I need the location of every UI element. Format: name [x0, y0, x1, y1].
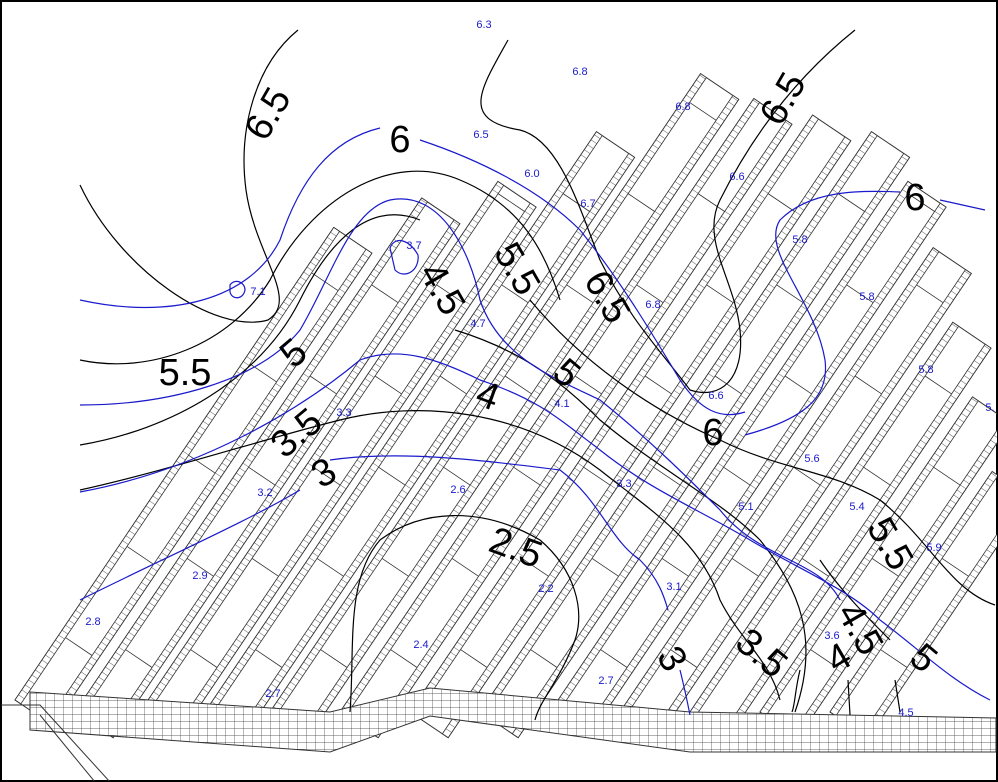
spot-label: 5.8 — [859, 291, 874, 303]
contour-label: 6 — [702, 412, 723, 454]
spot-label: 5.1 — [738, 501, 753, 513]
spot-label: 6.0 — [524, 168, 539, 180]
spot-label: 5.8 — [792, 234, 807, 246]
spot-label: 5.4 — [849, 501, 864, 513]
spot-label: 3.1 — [666, 581, 681, 593]
spot-label: 6.6 — [708, 390, 723, 402]
spot-label: 3.2 — [257, 487, 272, 499]
spot-label: 4.7 — [470, 318, 485, 330]
spot-label: 4.1 — [554, 398, 569, 410]
contour-map: 6.566.565.554.55.56.5543.5362.55.54.53.5… — [0, 0, 998, 782]
spot-label: 2.4 — [413, 639, 428, 651]
spot-label: 6.8 — [572, 66, 587, 78]
spot-label: 2.2 — [538, 583, 553, 595]
contour-label: 5.5 — [159, 352, 212, 394]
spot-label: 3.3 — [616, 478, 631, 490]
contour-label: 6 — [389, 119, 410, 161]
spot-label: 5.8 — [918, 364, 933, 376]
spot-label: 5.6 — [804, 453, 819, 465]
contour-label: 6 — [904, 177, 925, 219]
spot-label: 3.3 — [336, 407, 351, 419]
spot-label: 3.6 — [824, 630, 839, 642]
spot-label: 6.5 — [473, 129, 488, 141]
spot-label: 5. — [985, 402, 994, 414]
spot-label: 6.7 — [580, 198, 595, 210]
spot-label: 6.3 — [476, 19, 491, 31]
spot-label: 6.6 — [729, 171, 744, 183]
spot-label: 2.6 — [450, 484, 465, 496]
spot-label: 2.7 — [598, 675, 613, 687]
spot-label: 3.7 — [406, 240, 421, 252]
spot-label: 5.9 — [926, 542, 941, 554]
spot-label: 2.7 — [265, 688, 280, 700]
spot-label: 4.5 — [898, 707, 913, 719]
spot-label: 6.8 — [645, 299, 660, 311]
spot-label: 7.1 — [250, 286, 265, 298]
spot-label: 6.8 — [675, 101, 690, 113]
spot-label: 2.9 — [192, 570, 207, 582]
spot-label: 2.8 — [85, 616, 100, 628]
